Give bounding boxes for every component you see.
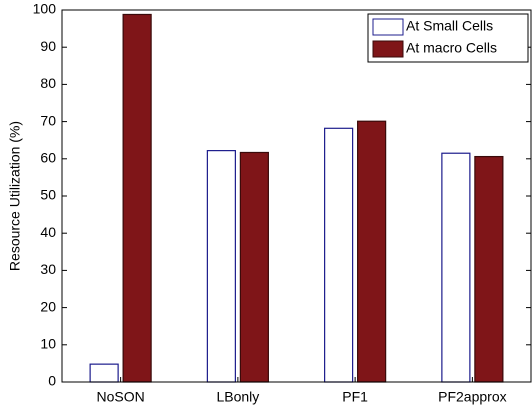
bar <box>89 363 119 383</box>
bar <box>324 127 354 383</box>
bar <box>474 155 504 383</box>
x-tick-label: PF1 <box>342 389 368 405</box>
bar <box>441 152 471 383</box>
y-tick-label: 80 <box>40 75 56 91</box>
y-tick-label: 60 <box>40 150 56 166</box>
y-tick-label: 20 <box>40 298 56 314</box>
y-tick-label: 100 <box>33 1 57 17</box>
x-tick-label: NoSON <box>97 389 145 405</box>
legend-label: At Small Cells <box>406 18 493 34</box>
bar <box>122 13 152 383</box>
bar <box>206 150 236 383</box>
bar <box>239 151 269 383</box>
y-tick-label: 50 <box>40 187 56 203</box>
legend-swatch <box>372 18 404 36</box>
y-tick-label: 40 <box>40 224 56 240</box>
x-tick-label: PF2approx <box>438 389 506 405</box>
plot-frame <box>61 9 532 383</box>
y-tick-label: 70 <box>40 112 56 128</box>
bar <box>357 120 387 383</box>
legend-swatch <box>372 40 404 58</box>
y-tick-label: 0 <box>48 373 56 389</box>
y-axis-label: Resource Utilization (%) <box>7 121 23 271</box>
legend-label: At macro Cells <box>406 40 497 56</box>
x-tick-label: LBonly <box>216 389 259 405</box>
y-tick-label: 30 <box>40 261 56 277</box>
y-tick-label: 10 <box>40 336 56 352</box>
y-tick-label: 90 <box>40 38 56 54</box>
